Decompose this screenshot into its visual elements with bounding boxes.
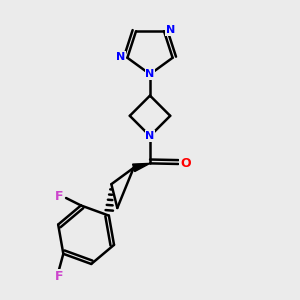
Text: N: N bbox=[146, 131, 154, 141]
Text: F: F bbox=[55, 190, 63, 203]
Text: N: N bbox=[116, 52, 125, 61]
Text: O: O bbox=[180, 158, 191, 170]
Text: N: N bbox=[146, 69, 154, 79]
Polygon shape bbox=[133, 164, 150, 172]
Text: F: F bbox=[55, 270, 63, 283]
Text: N: N bbox=[166, 25, 175, 35]
